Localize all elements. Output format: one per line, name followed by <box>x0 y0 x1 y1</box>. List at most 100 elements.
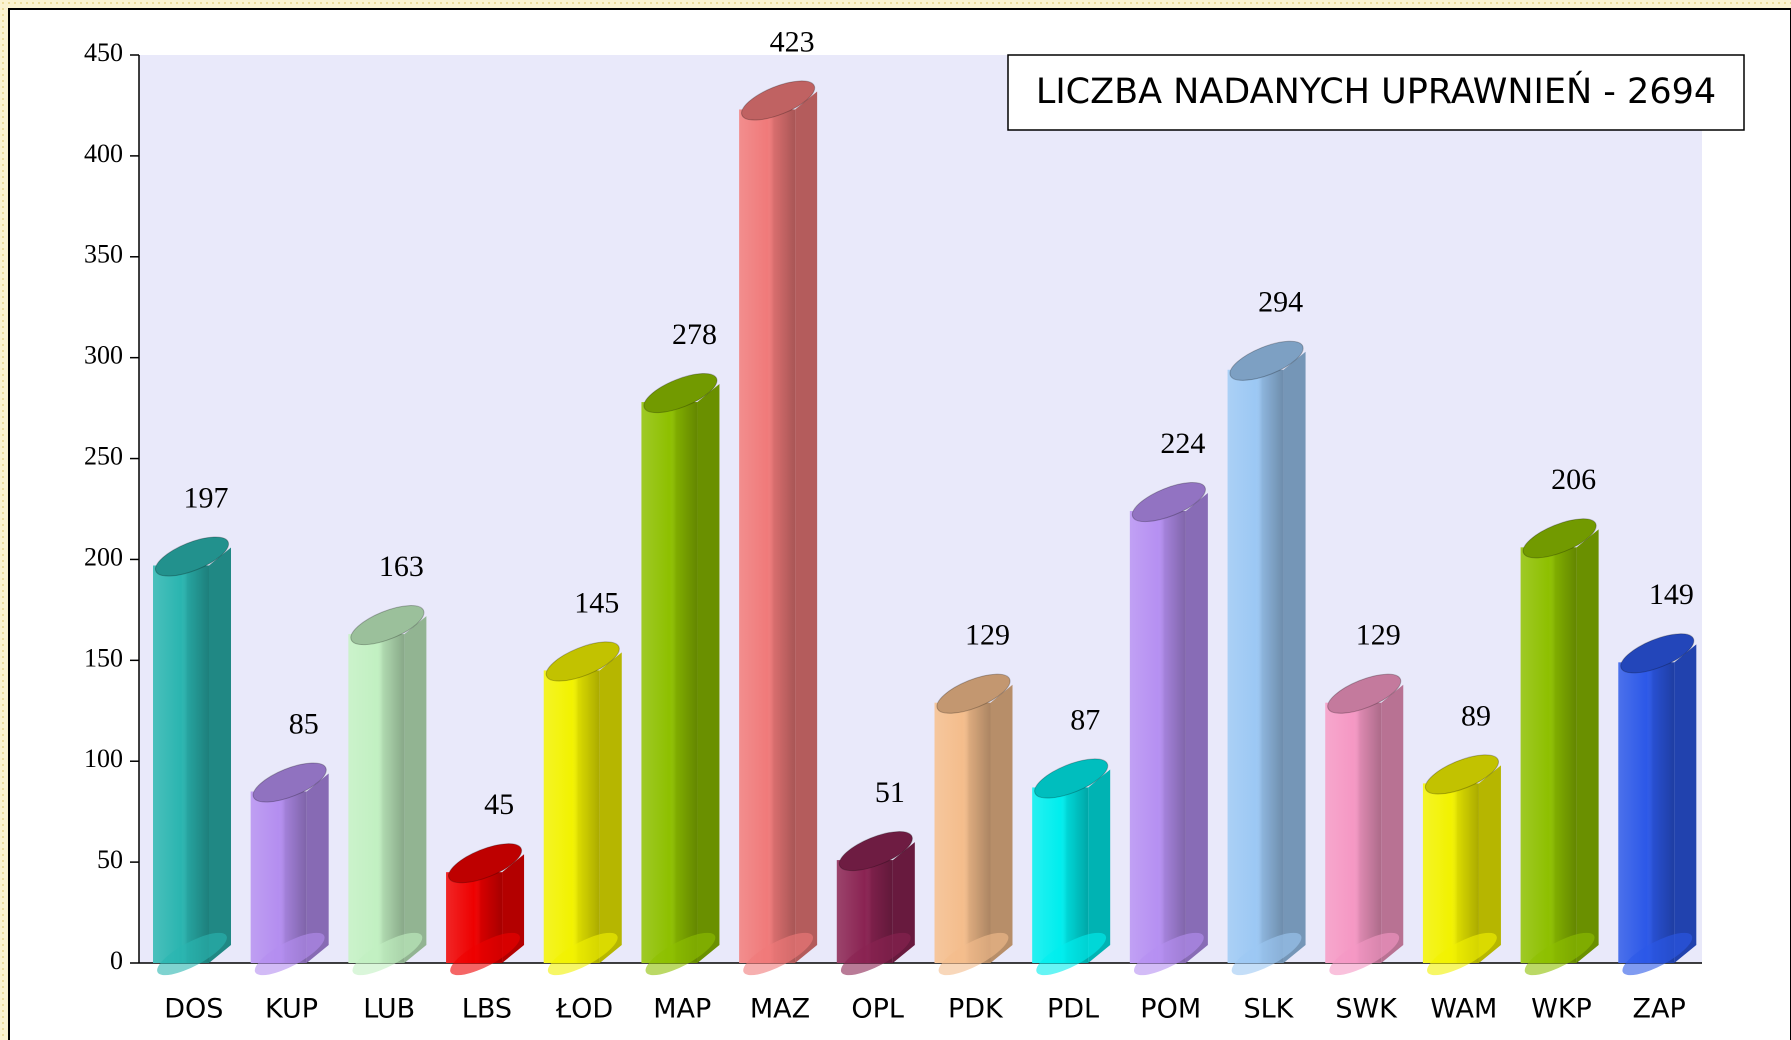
bar-group <box>348 605 427 976</box>
bar-group <box>1227 340 1306 976</box>
value-label: 145 <box>574 586 619 619</box>
value-label: 206 <box>1551 463 1596 496</box>
bar-side <box>404 616 427 963</box>
x-tick-label: OPL <box>851 994 904 1025</box>
bar-bottom <box>1231 932 1302 976</box>
y-tick-label: 100 <box>84 744 123 773</box>
value-label: 278 <box>672 318 717 351</box>
value-label: 294 <box>1258 286 1303 319</box>
bar-group <box>250 762 329 976</box>
value-label: 89 <box>1461 699 1491 732</box>
bar-shade <box>250 791 307 963</box>
x-tick-label: KUP <box>265 994 318 1025</box>
bar-bottom <box>1133 932 1204 976</box>
bar-bottom <box>1524 932 1595 976</box>
bar-bottom <box>1622 932 1693 976</box>
bar-shade <box>1618 662 1675 963</box>
bar-group <box>836 831 915 976</box>
bar-bottom <box>352 932 423 976</box>
bar-shade <box>348 634 405 963</box>
x-tick-label: PDK <box>948 994 1004 1025</box>
value-label: 85 <box>289 707 319 740</box>
annotation: LICZBA NADANYCH UPRAWNIEŃ - 2694 <box>1036 70 1716 112</box>
bar-side <box>599 652 622 963</box>
bar-bottom <box>1329 932 1400 976</box>
bar-side <box>892 842 915 963</box>
bar-group <box>934 673 1013 976</box>
bar-top <box>1522 518 1597 559</box>
bar-top <box>252 762 327 803</box>
value-label: 129 <box>965 619 1010 652</box>
bar-shade <box>1129 511 1186 963</box>
x-tick-label: LBS <box>462 994 512 1025</box>
bar-shade <box>641 402 698 964</box>
bar-side <box>795 91 818 964</box>
value-label: 197 <box>184 481 229 514</box>
bar-top <box>545 641 620 682</box>
x-tick-label: PDL <box>1047 994 1099 1025</box>
bar-bottom <box>547 932 618 976</box>
value-label: 129 <box>1356 619 1401 652</box>
x-tick-label: POM <box>1140 994 1201 1025</box>
bar-bottom <box>157 932 227 976</box>
bar-group <box>1325 673 1404 976</box>
value-label: 51 <box>875 776 905 809</box>
x-tick-label: LUB <box>363 994 415 1025</box>
value-label: 87 <box>1070 703 1100 736</box>
x-tick-label: DOS <box>164 994 223 1025</box>
bar-group <box>153 536 231 976</box>
bar-group <box>641 373 720 976</box>
bar-side <box>990 684 1013 963</box>
bar-side <box>1576 529 1599 963</box>
bar-side <box>1185 493 1208 963</box>
x-tick-label: WKP <box>1531 994 1592 1025</box>
value-label: 224 <box>1160 427 1205 460</box>
bar-group <box>543 641 622 976</box>
bar-shade <box>153 565 209 963</box>
y-tick-label: 400 <box>84 139 123 168</box>
bar-shade <box>543 670 600 963</box>
bar-bottom <box>254 932 325 976</box>
bar-group <box>739 80 818 976</box>
annotation-box <box>1007 54 1745 131</box>
bar-bottom <box>450 932 520 976</box>
value-label: 149 <box>1649 578 1694 611</box>
x-tick-label: ZAP <box>1633 994 1686 1025</box>
bar-top <box>448 843 523 884</box>
bar-shade <box>1227 369 1284 964</box>
bar-group <box>1032 758 1111 976</box>
bar-top <box>936 673 1011 714</box>
x-tick-label: MAP <box>653 994 711 1025</box>
bar-shade <box>739 109 796 964</box>
bar-group <box>446 843 525 976</box>
bar-top <box>1620 633 1695 674</box>
bar-shade <box>1032 787 1089 963</box>
y-tick-label: 200 <box>84 542 123 571</box>
bar-top <box>643 373 718 414</box>
y-tick-label: 300 <box>84 341 123 370</box>
bar-group <box>1422 754 1501 976</box>
x-tick-label: SWK <box>1335 994 1398 1025</box>
x-tick-label: WAM <box>1430 994 1497 1025</box>
bar-shade <box>1422 783 1479 963</box>
bar-side <box>1088 769 1111 963</box>
bar-top <box>350 605 425 646</box>
bar-top <box>1229 340 1304 381</box>
y-tick-label: 150 <box>84 643 123 672</box>
bar-top <box>741 80 816 121</box>
bar-top <box>1034 758 1109 799</box>
bar-side <box>1381 684 1404 963</box>
value-label: 423 <box>770 25 815 58</box>
x-tick-label: MAZ <box>750 994 810 1025</box>
bar-shade <box>1325 702 1382 963</box>
value-label: 45 <box>484 788 514 821</box>
y-tick-label: 250 <box>84 442 123 471</box>
bar-bottom <box>1036 932 1107 976</box>
x-tick-label: ŁOD <box>555 994 613 1025</box>
y-tick-label: 350 <box>84 240 123 269</box>
bar-shade <box>934 702 991 963</box>
x-tick-label: SLK <box>1243 994 1294 1025</box>
y-tick-label: 50 <box>97 845 123 874</box>
